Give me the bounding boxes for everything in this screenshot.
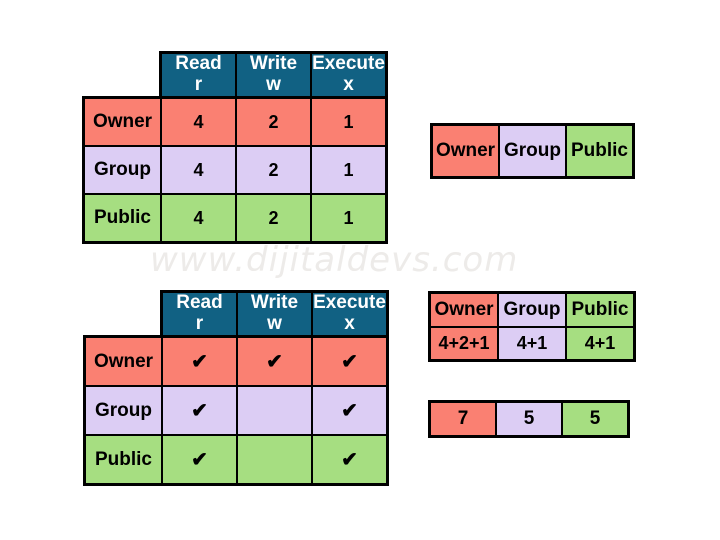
column-header-execute-title: Execute xyxy=(313,292,386,314)
row-label-owner: Owner xyxy=(85,99,160,145)
permission-check-table: Read r Write w Execute x Owner ✔ ✔ ✔ Gro… xyxy=(83,290,389,486)
check-icon: ✔ xyxy=(163,338,236,385)
check-table-body: Owner ✔ ✔ ✔ Group ✔ ✔ Public ✔ ✔ xyxy=(83,335,389,486)
sum-value-group: 4+1 xyxy=(499,328,565,359)
column-header-read: Read r xyxy=(163,292,236,335)
octal-value-group-execute: 1 xyxy=(312,147,385,193)
column-header-read-title: Read xyxy=(175,53,222,75)
column-header-execute: Execute x xyxy=(313,292,386,335)
octal-value-group-write: 2 xyxy=(237,147,310,193)
row-label-public: Public xyxy=(86,436,161,483)
column-header-write-symbol: w xyxy=(267,313,282,334)
strip-cell-owner: Owner xyxy=(433,126,498,176)
user-class-strip: Owner Group Public xyxy=(430,123,635,179)
sum-header-group: Group xyxy=(499,294,565,326)
sum-header-public: Public xyxy=(567,294,633,326)
octal-table-header-row: Read r Write w Execute x xyxy=(159,51,388,99)
sum-header-owner: Owner xyxy=(431,294,497,326)
check-icon: ✔ xyxy=(238,338,311,385)
column-header-write-title: Write xyxy=(250,292,299,314)
octal-sum-table: Owner Group Public 4+2+1 4+1 4+1 xyxy=(428,291,636,362)
column-header-read-symbol: r xyxy=(194,74,203,95)
octal-value-owner-read: 4 xyxy=(162,99,235,145)
watermark: www.dijitaldevs.com xyxy=(150,240,519,280)
octal-value-public-write: 2 xyxy=(237,195,310,241)
check-icon: ✔ xyxy=(313,436,386,483)
row-label-group: Group xyxy=(85,147,160,193)
column-header-write-title: Write xyxy=(249,53,298,75)
row-label-owner: Owner xyxy=(86,338,161,385)
octal-sum-table-grid: Owner Group Public 4+2+1 4+1 4+1 xyxy=(428,291,636,362)
column-header-read: Read r xyxy=(162,53,235,96)
octal-value-owner-execute: 1 xyxy=(312,99,385,145)
result-group: 5 xyxy=(497,403,561,435)
empty-cell xyxy=(238,387,311,434)
column-header-execute-symbol: x xyxy=(344,313,355,334)
octal-value-group-read: 4 xyxy=(162,147,235,193)
check-icon: ✔ xyxy=(163,436,236,483)
result-public: 5 xyxy=(563,403,627,435)
octal-value-public-execute: 1 xyxy=(312,195,385,241)
octal-values-table: Read r Write w Execute x Owner 4 2 1 Gro… xyxy=(82,51,388,244)
row-label-group: Group xyxy=(86,387,161,434)
column-header-execute-title: Execute xyxy=(312,53,385,75)
column-header-write: Write w xyxy=(237,53,310,96)
row-label-public: Public xyxy=(85,195,160,241)
check-table-header-row: Read r Write w Execute x xyxy=(160,290,389,338)
result-owner: 7 xyxy=(431,403,495,435)
check-icon: ✔ xyxy=(313,338,386,385)
column-header-read-title: Read xyxy=(176,292,223,314)
octal-table-body: Owner 4 2 1 Group 4 2 1 Public 4 2 1 xyxy=(82,96,388,244)
column-header-write-symbol: w xyxy=(266,74,281,95)
column-header-read-symbol: r xyxy=(195,313,204,334)
strip-cell-group: Group xyxy=(500,126,565,176)
result-strip: 7 5 5 xyxy=(428,400,630,438)
check-icon: ✔ xyxy=(163,387,236,434)
column-header-execute-symbol: x xyxy=(343,74,354,95)
column-header-execute: Execute x xyxy=(312,53,385,96)
result-strip-row: 7 5 5 xyxy=(428,400,630,438)
column-header-write: Write w xyxy=(238,292,311,335)
empty-cell xyxy=(238,436,311,483)
octal-value-public-read: 4 xyxy=(162,195,235,241)
octal-value-owner-write: 2 xyxy=(237,99,310,145)
check-icon: ✔ xyxy=(313,387,386,434)
user-class-strip-row: Owner Group Public xyxy=(430,123,635,179)
strip-cell-public: Public xyxy=(567,126,632,176)
sum-value-public: 4+1 xyxy=(567,328,633,359)
sum-value-owner: 4+2+1 xyxy=(431,328,497,359)
